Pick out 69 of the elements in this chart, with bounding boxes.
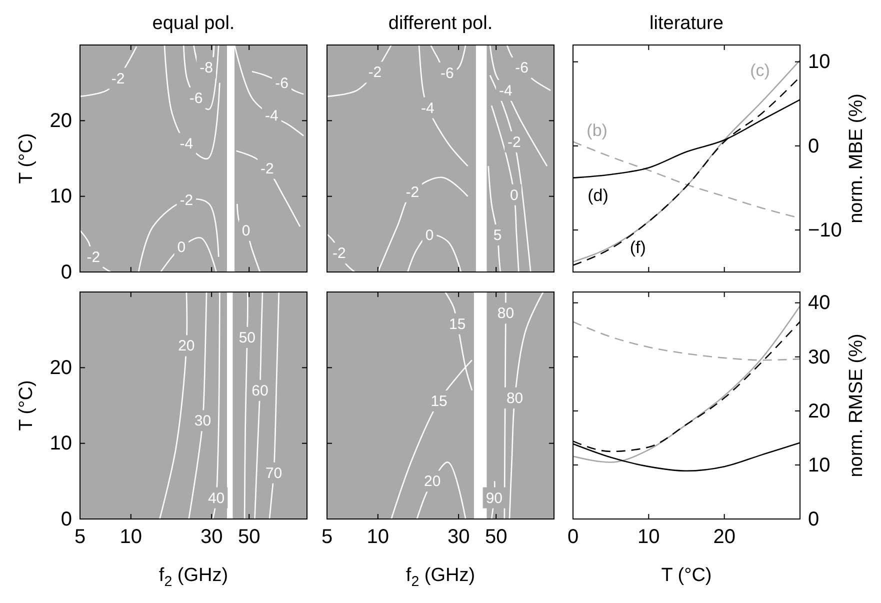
annotation: (c) <box>750 60 770 80</box>
x-tick-label: 5 <box>321 526 333 548</box>
x-axis-title: T (°C) <box>661 565 712 586</box>
y-axis-title: T (°C) <box>16 380 37 431</box>
chart-title: equal pol. <box>152 13 235 34</box>
series-label: -6 <box>515 59 529 76</box>
series-label: -2 <box>86 248 100 266</box>
series-label: 80 <box>497 304 514 322</box>
x-tick-label: 10 <box>366 526 390 548</box>
y2-tick-label: 30 <box>808 346 830 368</box>
series-label: -2 <box>111 70 125 87</box>
x-tick-label: 50 <box>484 526 508 548</box>
x-tick-label: 20 <box>713 526 736 548</box>
series-label: 50 <box>238 328 256 346</box>
series-label: 20 <box>424 472 441 490</box>
y-tick-label: 10 <box>50 432 72 455</box>
y2-tick-label: 10 <box>808 51 830 74</box>
series-label: -6 <box>440 64 454 82</box>
series-label: -8 <box>200 59 213 76</box>
y-tick-label: 10 <box>50 186 72 208</box>
x-axis-title: f$_{2}$ (GHz) <box>406 565 476 590</box>
series-label: -4 <box>421 99 434 116</box>
y2-axis-title: norm. MBE (%) <box>846 94 867 224</box>
series-label: 70 <box>265 464 282 482</box>
series-label: 60 <box>252 382 268 399</box>
x-tick-label: 0 <box>567 526 579 548</box>
y-axis-title: T (°C) <box>16 133 37 184</box>
x-tick-label: 10 <box>638 526 660 548</box>
x-tick-label: 30 <box>447 526 470 548</box>
y2-tick-label: 0 <box>808 135 820 158</box>
y2-tick-label: 10 <box>808 454 830 476</box>
annotation: (d) <box>588 185 608 204</box>
y2-tick-label: −10 <box>808 219 842 242</box>
y-tick-label: 20 <box>50 357 72 380</box>
y2-tick-label: 0 <box>808 508 820 530</box>
y-tick-label: 0 <box>60 261 72 284</box>
series-label: -2 <box>368 64 382 81</box>
y-tick-label: 20 <box>50 110 72 132</box>
y2-axis-title: norm. RMSE (%) <box>846 334 867 478</box>
x-axis-title: f$_{2}$ (GHz) <box>158 565 228 590</box>
series-label: 90 <box>486 489 503 506</box>
series-label: 15 <box>430 392 448 410</box>
series-label: 30 <box>194 412 212 430</box>
x-tick-label: 5 <box>74 526 86 548</box>
series-label: -2 <box>180 192 194 209</box>
series-label: 40 <box>208 489 225 506</box>
annotation: (b) <box>586 120 608 140</box>
x-tick-label: 30 <box>200 526 223 548</box>
x-tick-label: 50 <box>238 526 260 548</box>
series-label: -2 <box>332 244 346 262</box>
series-label: -4 <box>180 134 194 152</box>
series-label: 0 <box>425 226 434 244</box>
y2-tick-label: 20 <box>808 400 830 422</box>
series-label: 20 <box>178 337 195 354</box>
x-tick-label: 10 <box>120 526 142 548</box>
series-label: -2 <box>508 133 521 150</box>
series-label: -6 <box>275 74 288 92</box>
annotation: (f) <box>630 238 646 257</box>
y2-tick-label: 40 <box>808 292 830 314</box>
series-label: -2 <box>406 183 420 200</box>
chart-title: literature <box>650 13 724 34</box>
series-label: -6 <box>189 89 203 106</box>
series-label: -2 <box>260 160 274 177</box>
series-label: 80 <box>506 389 524 406</box>
series-label: -4 <box>265 106 278 124</box>
y-tick-label: 0 <box>60 508 72 530</box>
series-label: 15 <box>449 315 466 332</box>
chart-title: different pol. <box>388 13 493 34</box>
series-label: -4 <box>499 82 512 99</box>
